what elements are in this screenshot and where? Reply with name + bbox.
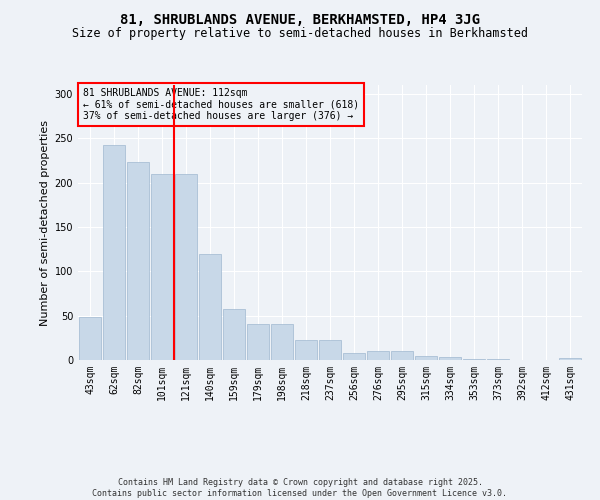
Bar [391, 351, 413, 360]
Bar [103, 146, 125, 360]
Bar [295, 340, 317, 360]
Bar [79, 316, 101, 360]
Text: Contains HM Land Registry data © Crown copyright and database right 2025.
Contai: Contains HM Land Registry data © Crown c… [92, 478, 508, 498]
Bar [415, 356, 437, 360]
Bar [127, 162, 149, 360]
Bar [367, 351, 389, 360]
Text: Size of property relative to semi-detached houses in Berkhamsted: Size of property relative to semi-detach… [72, 28, 528, 40]
Bar [271, 324, 293, 360]
Bar [487, 359, 509, 360]
Bar [175, 174, 197, 360]
Bar [151, 174, 173, 360]
Y-axis label: Number of semi-detached properties: Number of semi-detached properties [40, 120, 50, 326]
Bar [199, 254, 221, 360]
Bar [463, 359, 485, 360]
Bar [247, 324, 269, 360]
Bar [319, 340, 341, 360]
Bar [223, 308, 245, 360]
Bar [439, 358, 461, 360]
Bar [559, 358, 581, 360]
Text: 81 SHRUBLANDS AVENUE: 112sqm
← 61% of semi-detached houses are smaller (618)
37%: 81 SHRUBLANDS AVENUE: 112sqm ← 61% of se… [83, 88, 359, 121]
Text: 81, SHRUBLANDS AVENUE, BERKHAMSTED, HP4 3JG: 81, SHRUBLANDS AVENUE, BERKHAMSTED, HP4 … [120, 12, 480, 26]
Bar [343, 353, 365, 360]
